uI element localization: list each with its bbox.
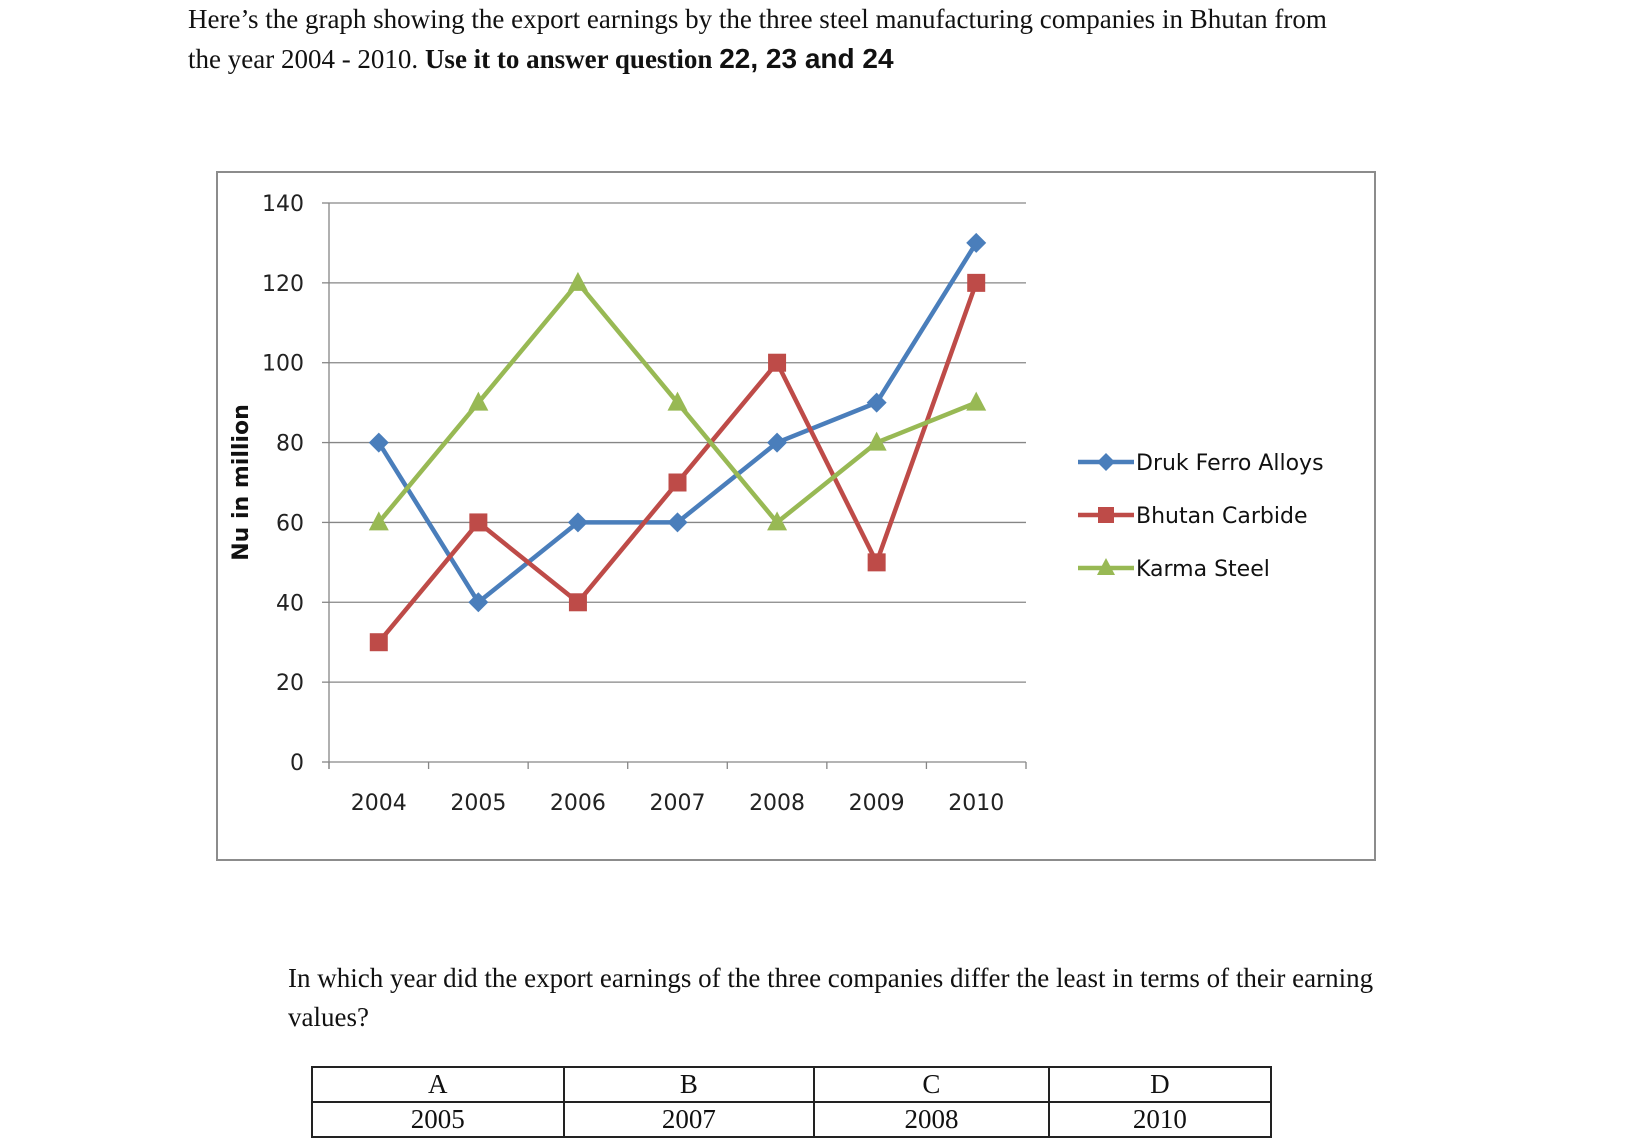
data-point-series-1 (867, 553, 886, 572)
y-tick-label: 40 (276, 591, 304, 616)
x-tick-label: 2010 (948, 791, 1004, 816)
option-values-row: 2005 2007 2008 2010 (311, 1101, 1273, 1138)
data-point-series-2 (667, 391, 688, 411)
y-tick-label: 0 (290, 751, 304, 776)
x-tick-label: 2006 (550, 791, 606, 816)
data-point-series-2 (866, 431, 887, 451)
intro-line-1: Here’s the graph showing the export earn… (188, 4, 1327, 34)
data-point-series-1 (967, 273, 986, 292)
y-axis-title: Nu in million (229, 404, 254, 560)
question-numbers: 22, 23 and 24 (719, 43, 894, 74)
x-tick-label: 2009 (849, 791, 905, 816)
data-point-series-0 (866, 392, 887, 413)
series-line-0 (376, 241, 979, 605)
data-point-series-2 (767, 511, 788, 531)
line-chart: 0 20 40 60 80 100 120 140 2004 2005 2006 2007 2008 20… (229, 192, 1324, 816)
data-point-series-0 (567, 512, 588, 533)
legend-marker (1097, 453, 1115, 471)
data-point-series-2 (966, 391, 987, 411)
data-point-series-0 (368, 432, 389, 453)
option-b-letter[interactable]: B (562, 1066, 816, 1103)
data-point-series-1 (469, 513, 488, 532)
y-tick-label: 60 (276, 511, 304, 536)
data-point-series-2 (468, 391, 489, 411)
legend-marker (1097, 558, 1115, 575)
option-d-letter[interactable]: D (1047, 1066, 1273, 1103)
data-point-series-0 (667, 512, 688, 533)
data-point-series-1 (568, 593, 587, 612)
chart-frame: 0 20 40 60 80 100 120 140 2004 2005 2006 2007 2008 20… (216, 171, 1376, 861)
option-letters-row: A B C D (311, 1066, 1273, 1103)
data-point-series-0 (767, 432, 788, 453)
x-tick-label: 2008 (749, 791, 805, 816)
data-point-series-1 (369, 633, 388, 652)
x-tick-label: 2005 (450, 791, 506, 816)
intro-line-2-plain: the year 2004 - 2010. (188, 44, 425, 74)
option-a-value[interactable]: 2005 (311, 1101, 565, 1138)
x-tick-label: 2007 (650, 791, 706, 816)
option-a-letter[interactable]: A (311, 1066, 565, 1103)
data-point-series-0 (966, 232, 987, 253)
option-c-value[interactable]: 2008 (813, 1101, 1050, 1138)
y-tick-label: 20 (276, 671, 304, 696)
option-b-value[interactable]: 2007 (562, 1101, 816, 1138)
x-tick-label: 2004 (351, 791, 407, 816)
legend-marker (1098, 507, 1114, 523)
intro-text: Here’s the graph showing the export earn… (188, 0, 1488, 79)
intro-line-2-bold: Use it to answer question (424, 44, 720, 74)
y-tick-label: 100 (262, 352, 304, 377)
answer-options-table: A B C D 2005 2007 2008 2010 (311, 1066, 1273, 1138)
legend-label: Druk Ferro Alloys (1136, 451, 1324, 476)
y-tick-label: 80 (276, 432, 304, 457)
question-text: In which year did the export earnings of… (288, 963, 1374, 1032)
data-point-series-2 (567, 271, 588, 291)
intro-line-2: the year 2004 - 2010. Use it to answer q… (188, 39, 1488, 79)
data-point-series-2 (368, 511, 389, 531)
option-d-value[interactable]: 2010 (1047, 1101, 1273, 1138)
legend-label: Bhutan Carbide (1136, 504, 1308, 529)
data-point-series-0 (468, 592, 489, 613)
data-point-series-1 (668, 473, 687, 492)
data-point-series-1 (768, 353, 787, 372)
option-c-letter[interactable]: C (813, 1066, 1050, 1103)
y-tick-label: 140 (262, 192, 304, 217)
legend-label: Karma Steel (1136, 557, 1270, 582)
y-tick-label: 120 (262, 272, 304, 297)
